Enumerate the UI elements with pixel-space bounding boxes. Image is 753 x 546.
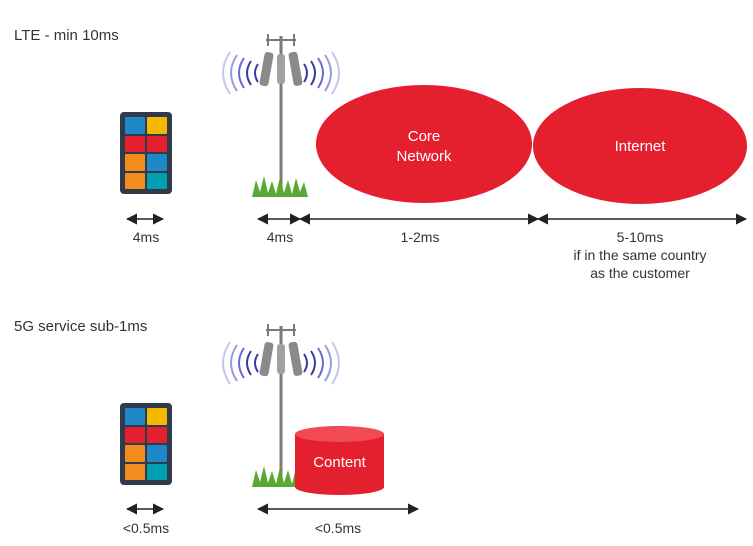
app-tile-icon [125,463,145,480]
app-tile-icon [147,426,167,443]
app-tile-icon [125,426,145,443]
device-latency-label: 4ms [132,229,160,245]
grass-icon [252,466,308,487]
app-tile-icon [125,117,145,134]
device-latency-label: <0.5ms [122,520,170,536]
tablet-screen [125,117,167,189]
radio-waves-right-icon [303,51,340,95]
core-latency-label: 1-2ms [400,229,440,245]
content-label: Content [313,454,366,471]
app-tile-icon [125,445,145,462]
grass-icon [252,176,308,197]
internet-latency-note: as the customer [590,265,690,281]
internet-label: Internet [614,138,666,155]
app-tile-icon [147,172,167,189]
app-tile-icon [125,408,145,425]
core-network-label: Core Network [396,128,452,165]
internet-latency-label: 5-10ms [616,229,664,245]
app-tile-icon [147,117,167,134]
radio-waves-left-icon [222,51,259,95]
radio-latency-label: 4ms [266,229,294,245]
app-tile-icon [125,172,145,189]
radio-waves-right-icon [303,341,340,385]
app-tile-icon [125,154,145,171]
edge-latency-label: <0.5ms [314,520,362,536]
core-network-cloud [316,85,532,203]
internet-latency-note: if in the same country [573,247,707,263]
tablet-device-lte [120,112,172,194]
app-tile-icon [147,154,167,171]
tablet-screen [125,408,167,480]
content-database-icon [295,426,384,495]
app-tile-icon [147,135,167,152]
internet-cloud [533,88,747,204]
app-tile-icon [147,408,167,425]
lte-heading: LTE - min 10ms [14,27,119,44]
app-tile-icon [125,135,145,152]
radio-waves-left-icon [222,341,259,385]
5g-heading: 5G service sub-1ms [14,318,148,335]
app-tile-icon [147,463,167,480]
cell-tower-icon-lte [222,34,340,197]
cell-tower-icon-5g [222,324,340,487]
app-tile-icon [147,445,167,462]
tablet-device-5g [120,403,172,485]
